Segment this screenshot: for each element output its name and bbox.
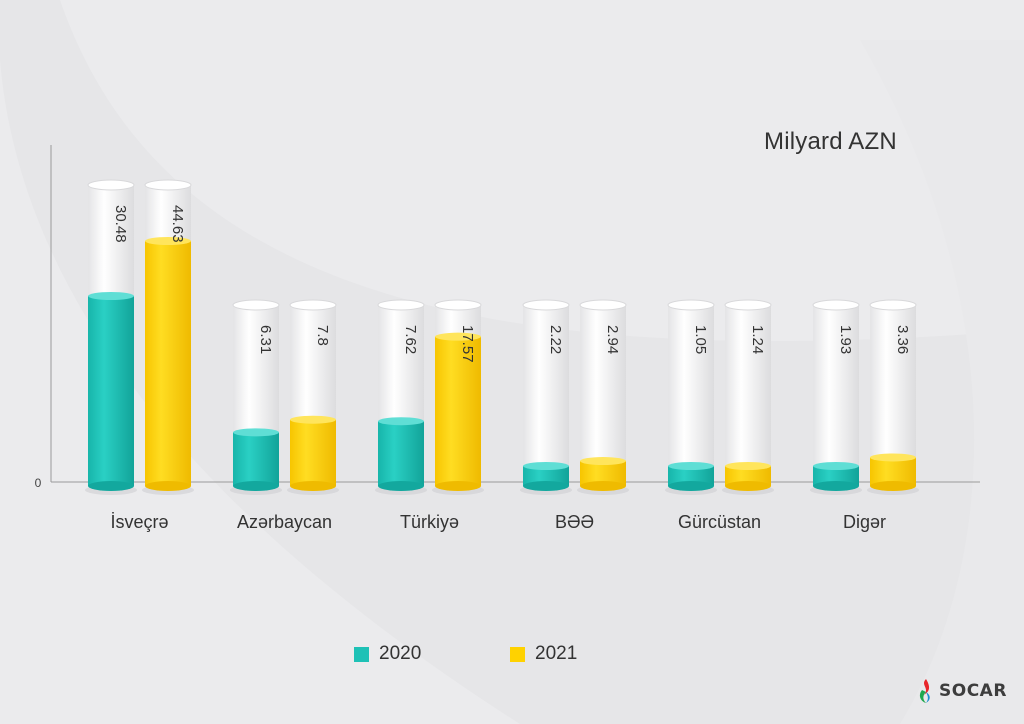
y-tick-label-zero: 0: [35, 476, 42, 490]
data-label-2021-1: 7.8: [314, 325, 331, 346]
bar-fill-bottom: [523, 481, 569, 491]
socar-flame-icon: [919, 679, 930, 703]
bar-tube-top: [724, 299, 772, 311]
category-label-1: Azərbaycan: [237, 512, 332, 532]
bar-fill-top: [668, 462, 714, 470]
legend-label-2021: 2021: [535, 643, 578, 664]
data-label-2020-3: 2.22: [547, 325, 564, 354]
bar-tube-top: [522, 299, 570, 311]
bar-fill-top: [435, 332, 481, 341]
bar-fill: [813, 466, 859, 486]
bar-2020-1: 6.31: [230, 299, 282, 495]
bar-tube-top: [434, 299, 482, 311]
bar-2020-4: 1.05: [665, 299, 717, 495]
bar-fill: [725, 466, 771, 486]
bar-fill-top: [580, 457, 626, 466]
bar-2021-0: 44.63: [142, 179, 194, 495]
data-label-2020-1: 6.31: [257, 325, 274, 354]
bar-fill-bottom: [813, 481, 859, 491]
bar-2021-4: 1.24: [722, 299, 774, 495]
legend-swatch-2020: [354, 646, 369, 662]
bar-fill: [668, 466, 714, 486]
bar-fill-top: [378, 417, 424, 426]
bar-fill-bottom: [580, 481, 626, 491]
logo-text: SOCAR: [939, 681, 1007, 701]
data-label-2021-3: 2.94: [604, 325, 621, 354]
bar-tube: [523, 305, 569, 486]
legend-label-2020: 2020: [379, 643, 422, 664]
category-label-3: BƏƏ: [555, 512, 594, 532]
bar-tube-top: [87, 179, 135, 191]
bar-tube-top: [579, 299, 627, 311]
bar-fill-top: [523, 462, 569, 470]
bar-tube: [580, 305, 626, 486]
category-label-0: İsveçrə: [110, 512, 168, 532]
legend-swatch-2021: [510, 646, 525, 662]
bar-fill-bottom: [668, 481, 714, 491]
bar-2020-0: 30.48: [85, 179, 137, 495]
bar-fill-top: [725, 462, 771, 470]
bar-2021-1: 7.8: [287, 299, 339, 495]
bar-tube-top: [377, 299, 425, 311]
bar-tube-top: [232, 299, 280, 311]
category-label-2: Türkiyə: [400, 512, 459, 532]
unit-label: Milyard AZN: [764, 128, 897, 155]
bar-fill-top: [290, 415, 336, 424]
bar-fill-top: [145, 237, 191, 245]
bar-fill-bottom: [233, 481, 279, 491]
data-label-2021-0: 44.63: [169, 205, 186, 243]
data-label-2020-2: 7.62: [402, 325, 419, 354]
bar-tube-top: [812, 299, 860, 311]
bar-2021-5: 3.36: [867, 299, 919, 495]
data-label-2021-2: 17.57: [459, 325, 476, 363]
bar-tube: [725, 305, 771, 486]
data-label-2021-4: 1.24: [749, 325, 766, 354]
bar-fill-bottom: [870, 481, 916, 491]
bar-fill-bottom: [145, 481, 191, 491]
bar-tube: [668, 305, 714, 486]
bar-fill: [523, 466, 569, 486]
bar-2021-2: 17.57: [432, 299, 484, 495]
bar-tube-top: [667, 299, 715, 311]
bar-tube-top: [289, 299, 337, 311]
bar-fill: [435, 336, 481, 486]
bar-fill: [145, 241, 191, 486]
bar-fill-bottom: [435, 481, 481, 491]
bar-tube: [813, 305, 859, 486]
bar-fill-top: [233, 428, 279, 437]
socar-logo: SOCAR: [917, 678, 1007, 704]
bar-2020-3: 2.22: [520, 299, 572, 495]
legend-item-2021: 2021: [510, 643, 577, 665]
bar-2021-3: 2.94: [577, 299, 629, 495]
bar-fill-top: [88, 292, 134, 300]
data-label-2021-5: 3.36: [894, 325, 911, 354]
bar-fill: [290, 419, 336, 486]
bar-fill: [378, 421, 424, 486]
bar-fill-top: [813, 462, 859, 470]
legend-item-2020: 2020: [354, 643, 421, 665]
data-label-2020-4: 1.05: [692, 325, 709, 354]
category-label-5: Digər: [843, 512, 886, 532]
data-label-2020-5: 1.93: [837, 325, 854, 354]
bar-2020-5: 1.93: [810, 299, 862, 495]
bar-fill-bottom: [290, 481, 336, 491]
category-label-4: Gürcüstan: [678, 512, 761, 532]
bar-fill-top: [870, 453, 916, 462]
bar-fill: [233, 432, 279, 486]
bar-tube-top: [144, 179, 192, 191]
bar-fill-bottom: [725, 481, 771, 491]
bar-2020-2: 7.62: [375, 299, 427, 495]
bar-fill-bottom: [88, 481, 134, 491]
data-label-2020-0: 30.48: [112, 205, 129, 243]
bar-fill: [88, 296, 134, 486]
bar-fill-bottom: [378, 481, 424, 491]
bar-tube-top: [869, 299, 917, 311]
